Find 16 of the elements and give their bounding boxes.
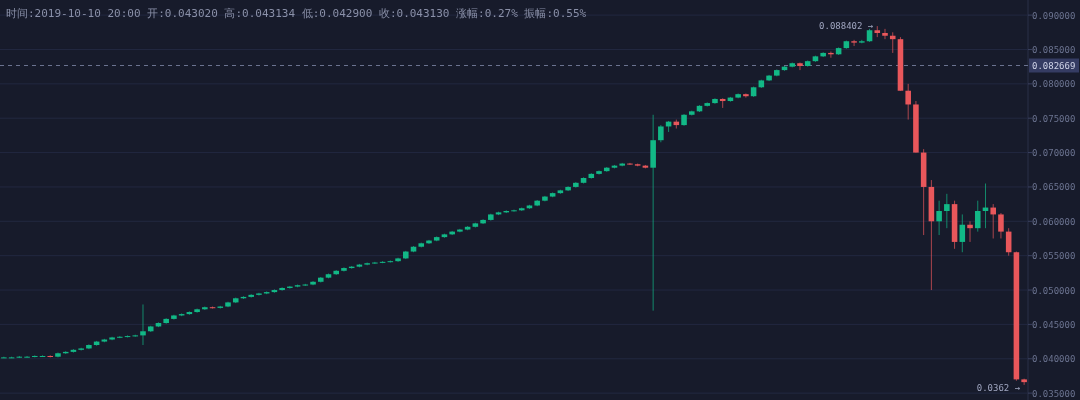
y-tick-label: 0.040000 <box>1032 354 1076 365</box>
y-tick-label: 0.075000 <box>1032 113 1076 124</box>
ref-line-label: 0.082669 <box>1032 61 1076 72</box>
y-tick-label: 0.050000 <box>1032 285 1076 296</box>
y-tick-label: 0.035000 <box>1032 388 1076 399</box>
y-tick-label: 0.055000 <box>1032 251 1076 262</box>
y-tick-label: 0.090000 <box>1032 10 1076 21</box>
annotation: 0.0362 → <box>976 382 1021 393</box>
y-tick-label: 0.080000 <box>1032 79 1076 90</box>
text: 时间:2019-10-10 20:00 开:0.043020 高:0.043134 低:0.042900 收:0.043130 涨幅:0.27% 振幅:0.55% <box>6 7 587 20</box>
y-tick-label: 0.060000 <box>1032 216 1076 227</box>
y-tick-label: 0.065000 <box>1032 182 1076 193</box>
annotation: 0.088402 → <box>819 21 874 32</box>
y-tick-label: 0.070000 <box>1032 148 1076 159</box>
y-tick-label: 0.045000 <box>1032 319 1076 330</box>
y-tick-label: 0.085000 <box>1032 44 1076 55</box>
